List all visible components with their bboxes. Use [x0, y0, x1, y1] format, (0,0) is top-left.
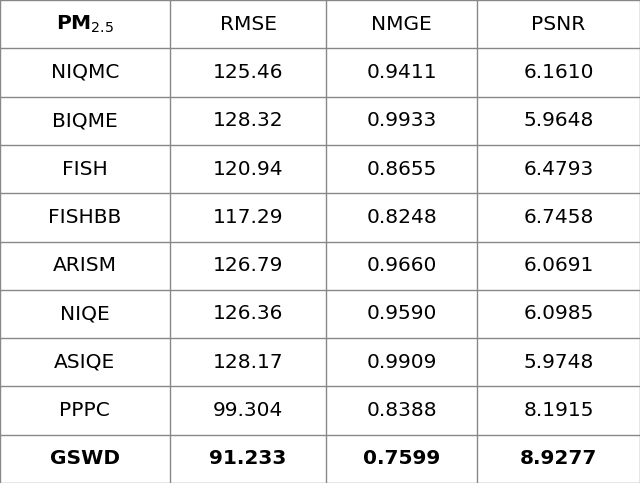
Text: 91.233: 91.233: [209, 449, 287, 469]
Text: FISH: FISH: [62, 159, 108, 179]
Text: 117.29: 117.29: [212, 208, 284, 227]
Text: 128.32: 128.32: [212, 111, 284, 130]
Text: 126.36: 126.36: [213, 304, 283, 324]
Text: RMSE: RMSE: [220, 14, 276, 34]
Text: 8.9277: 8.9277: [520, 449, 597, 469]
Text: 5.9748: 5.9748: [524, 353, 593, 372]
Text: NIQMC: NIQMC: [51, 63, 119, 82]
Text: 0.9590: 0.9590: [367, 304, 436, 324]
Text: 6.1610: 6.1610: [523, 63, 594, 82]
Text: NMGE: NMGE: [371, 14, 432, 34]
Text: PM$_{2.5}$: PM$_{2.5}$: [56, 14, 114, 35]
Text: 0.8388: 0.8388: [366, 401, 437, 420]
Text: 0.9909: 0.9909: [367, 353, 436, 372]
Text: NIQE: NIQE: [60, 304, 109, 324]
Text: FISHBB: FISHBB: [48, 208, 122, 227]
Text: PSNR: PSNR: [531, 14, 586, 34]
Text: 0.8655: 0.8655: [367, 159, 436, 179]
Text: ASIQE: ASIQE: [54, 353, 115, 372]
Text: 0.8248: 0.8248: [366, 208, 437, 227]
Text: 0.9660: 0.9660: [367, 256, 436, 275]
Text: PPPC: PPPC: [60, 401, 110, 420]
Text: 6.0691: 6.0691: [524, 256, 593, 275]
Text: 5.9648: 5.9648: [524, 111, 593, 130]
Text: GSWD: GSWD: [50, 449, 120, 469]
Text: 6.4793: 6.4793: [524, 159, 593, 179]
Text: 0.9411: 0.9411: [366, 63, 437, 82]
Text: 120.94: 120.94: [212, 159, 284, 179]
Text: 6.7458: 6.7458: [524, 208, 593, 227]
Text: 99.304: 99.304: [213, 401, 283, 420]
Text: 0.7599: 0.7599: [363, 449, 440, 469]
Text: 125.46: 125.46: [212, 63, 284, 82]
Text: ARISM: ARISM: [53, 256, 117, 275]
Text: 8.1915: 8.1915: [523, 401, 594, 420]
Text: BIQME: BIQME: [52, 111, 118, 130]
Text: 6.0985: 6.0985: [524, 304, 593, 324]
Text: 0.9933: 0.9933: [367, 111, 436, 130]
Text: 126.79: 126.79: [213, 256, 283, 275]
Text: 128.17: 128.17: [212, 353, 284, 372]
